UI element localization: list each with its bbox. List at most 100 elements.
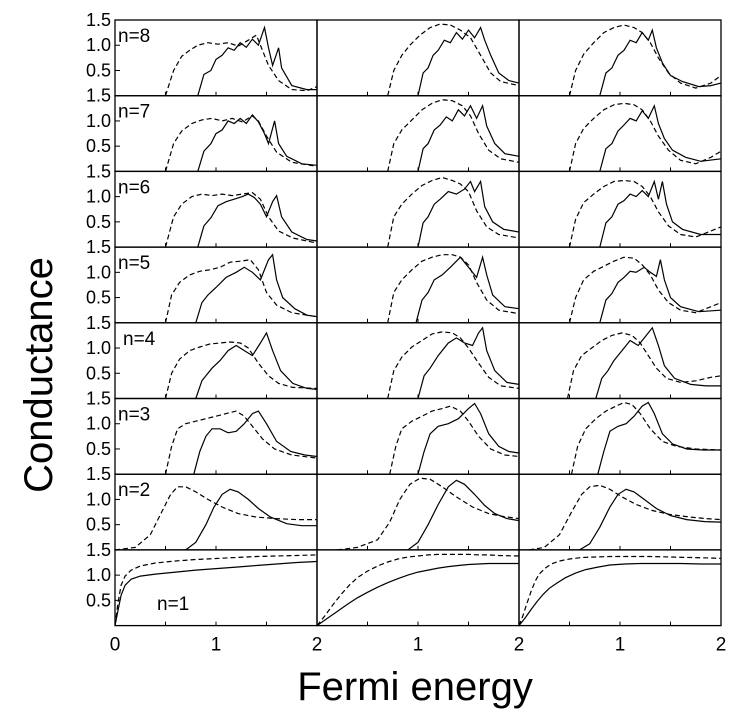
row-label: n=7 [118, 102, 150, 123]
solid-series-line [599, 259, 722, 323]
row-label: n=6 [118, 177, 150, 198]
y-tick-label: 1.0 [86, 35, 111, 55]
y-tick-label: 0.5 [86, 212, 111, 232]
solid-series-line [195, 331, 318, 399]
panel-frame [316, 473, 520, 551]
y-tick-label: 0.5 [86, 515, 111, 535]
solid-series-line [579, 488, 722, 551]
y-tick-label: 1.0 [86, 414, 111, 434]
dashed-series-line [337, 477, 520, 551]
solid-series-line [417, 326, 520, 399]
solid-series-line [195, 253, 318, 323]
solid-series-line [599, 103, 722, 172]
dashed-series-line [387, 23, 520, 96]
solid-series-line [197, 193, 318, 248]
solid-series-line [599, 179, 721, 248]
solid-series-line [417, 402, 520, 475]
dashed-series-line [114, 486, 317, 551]
dashed-series-line [568, 24, 722, 96]
dashed-series-line [566, 332, 722, 399]
dashed-series-line [570, 401, 722, 475]
x-tick-label: 2 [514, 635, 525, 656]
x-tick-label: 2 [312, 635, 323, 656]
row-label: n=5 [118, 253, 150, 274]
y-tick-label: 1.0 [86, 262, 111, 282]
y-tick-label: 1.5 [86, 161, 111, 181]
x-tick-label: 1 [211, 635, 222, 656]
y-tick-label: 0.5 [86, 439, 111, 459]
y-tick-label: 1.5 [86, 389, 111, 409]
dashed-series-line [568, 256, 722, 323]
solid-series-line [417, 103, 520, 172]
dashed-series-line [387, 176, 520, 248]
y-tick-label: 0.5 [86, 288, 111, 308]
dashed-series-line [164, 34, 318, 96]
panel-frame [518, 95, 722, 173]
dashed-series-line [164, 259, 318, 323]
solid-series-line [185, 488, 317, 551]
x-axis-label: Fermi energy [297, 665, 533, 709]
y-tick-label: 1.5 [86, 237, 111, 257]
y-tick-label: 1.5 [86, 10, 111, 30]
solid-series-line [417, 179, 520, 248]
dashed-series-line [387, 99, 520, 172]
dashed-series-line [568, 102, 722, 172]
panel-frame [114, 549, 318, 627]
solid-series-line [197, 25, 317, 96]
solid-series-line [407, 479, 520, 551]
dashed-series-line [518, 555, 722, 626]
solid-series-line [597, 401, 721, 475]
solid-series-line [417, 26, 520, 96]
panel-frame [316, 19, 520, 97]
dashed-series-line [389, 405, 520, 475]
row-label: n=8 [118, 26, 150, 47]
dashed-series-line [529, 484, 722, 551]
panel-frame [316, 170, 520, 248]
y-tick-label: 0.5 [86, 590, 111, 610]
panel-grid: 0.5 1.0 1.5 n=8 0.5 1.0 1.5 n=7 0.5 1.0 1.5 n=6 0.5 1… [86, 10, 726, 656]
y-tick-label: 1.5 [86, 313, 111, 333]
solid-series-line [518, 562, 721, 626]
row-label: n=3 [118, 405, 150, 426]
panel-frame [316, 397, 520, 475]
panel-frame [316, 246, 520, 324]
y-tick-label: 1.5 [86, 86, 111, 106]
y-tick-label: 1.0 [86, 111, 111, 131]
dashed-series-line [114, 554, 318, 626]
dashed-series-line [316, 553, 520, 626]
y-axis-label: Conductance [17, 257, 61, 493]
row-label: n=4 [123, 329, 156, 350]
row-label: n=1 [157, 594, 189, 615]
dashed-series-line [164, 115, 318, 172]
panel-frame [518, 246, 722, 324]
row-label: n=2 [118, 480, 150, 501]
panel-frame [316, 95, 520, 173]
y-tick-label: 1.0 [86, 489, 111, 509]
dashed-series-line [164, 191, 318, 248]
y-tick-label: 0.5 [86, 60, 111, 80]
y-tick-label: 1.0 [86, 187, 111, 207]
x-tick-label: 1 [413, 635, 424, 656]
panel-frame [518, 322, 722, 400]
dashed-series-line [387, 331, 520, 399]
y-tick-label: 1.5 [86, 540, 111, 560]
solid-series-line [316, 562, 519, 627]
panel-frame [518, 473, 722, 551]
y-tick-label: 0.5 [86, 136, 111, 156]
dashed-series-line [164, 410, 318, 475]
panel-frame [518, 397, 722, 475]
panel-frame [518, 549, 722, 627]
x-tick-label: 1 [615, 635, 626, 656]
dashed-series-line [568, 179, 722, 248]
panel-frame [316, 322, 520, 400]
x-tick-label: 2 [716, 635, 727, 656]
solid-series-line [197, 113, 318, 172]
dashed-series-line [164, 341, 318, 399]
solid-series-line [595, 326, 721, 399]
dashed-series-line [387, 254, 520, 323]
y-tick-label: 0.5 [86, 363, 111, 383]
solid-series-line [599, 28, 722, 96]
solid-series-line [415, 254, 520, 323]
solid-series-line [193, 410, 318, 475]
